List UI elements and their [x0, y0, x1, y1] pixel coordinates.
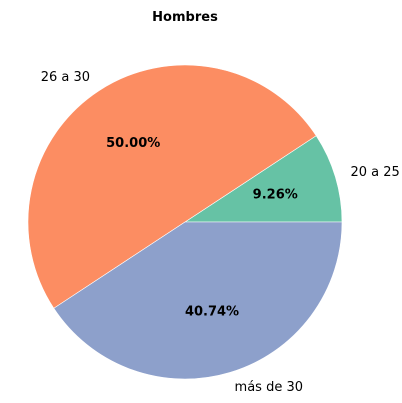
chart-title: Hombres	[152, 10, 218, 25]
slice-label-mas-de-30: más de 30	[235, 380, 303, 395]
pie-labels: 20 a 25 9.26% 26 a 30 50.00% más de 30 40.74%	[41, 70, 400, 395]
pie-slice-20-a-25	[183, 135, 343, 223]
pie-slices	[27, 64, 343, 380]
slice-label-20-a-25: 20 a 25	[350, 165, 399, 180]
pie-slice-26-a-30	[27, 64, 317, 309]
slice-value-20-a-25: 9.26%	[253, 187, 298, 202]
slice-value-26-a-30: 50.00%	[106, 136, 160, 151]
pie-slice-mas-de-30	[53, 221, 343, 380]
slice-value-mas-de-30: 40.74%	[185, 305, 239, 320]
slice-label-26-a-30: 26 a 30	[41, 70, 90, 85]
